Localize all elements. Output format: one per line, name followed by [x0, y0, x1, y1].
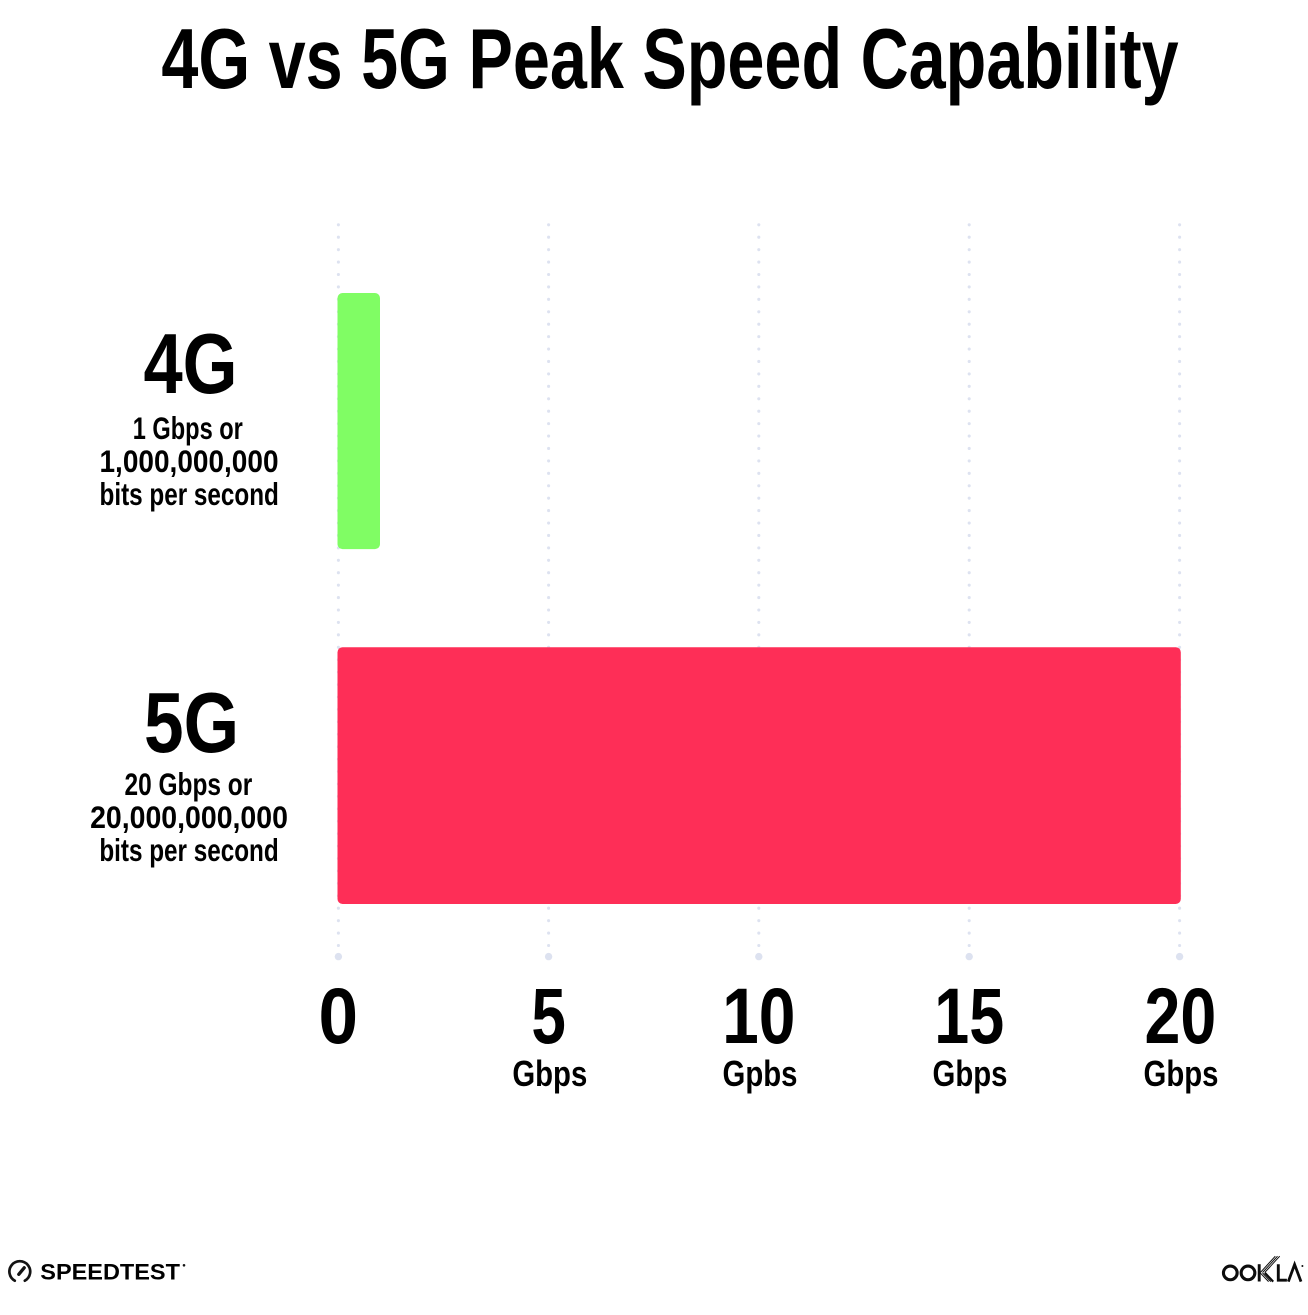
svg-text:4G vs 5G Peak Speed Capability: 4G vs 5G Peak Speed Capability [161, 12, 1179, 107]
svg-text:20 Gbps or: 20 Gbps or [125, 766, 253, 802]
svg-text:Gbps: Gbps [1144, 1054, 1219, 1095]
svg-text:5: 5 [531, 972, 565, 1060]
svg-text:10: 10 [722, 972, 795, 1060]
svg-text:4G: 4G [143, 316, 237, 412]
svg-text:0: 0 [318, 971, 357, 1059]
svg-text:SPEEDTEST: SPEEDTEST [40, 1259, 180, 1284]
svg-text:Gpbs: Gpbs [723, 1054, 798, 1095]
svg-text:1,000,000,000: 1,000,000,000 [99, 445, 278, 480]
svg-text:15: 15 [934, 973, 1004, 1060]
svg-text:20,000,000,000: 20,000,000,000 [90, 801, 288, 836]
svg-text:1 Gbps or: 1 Gbps or [133, 411, 243, 446]
svg-text:bits per second: bits per second [99, 833, 278, 868]
svg-text:5G: 5G [144, 675, 239, 771]
svg-text:Gbps: Gbps [512, 1054, 587, 1095]
svg-text:bits per second: bits per second [100, 477, 279, 512]
svg-text:20: 20 [1145, 973, 1217, 1060]
svg-text:Gbps: Gbps [933, 1054, 1008, 1095]
